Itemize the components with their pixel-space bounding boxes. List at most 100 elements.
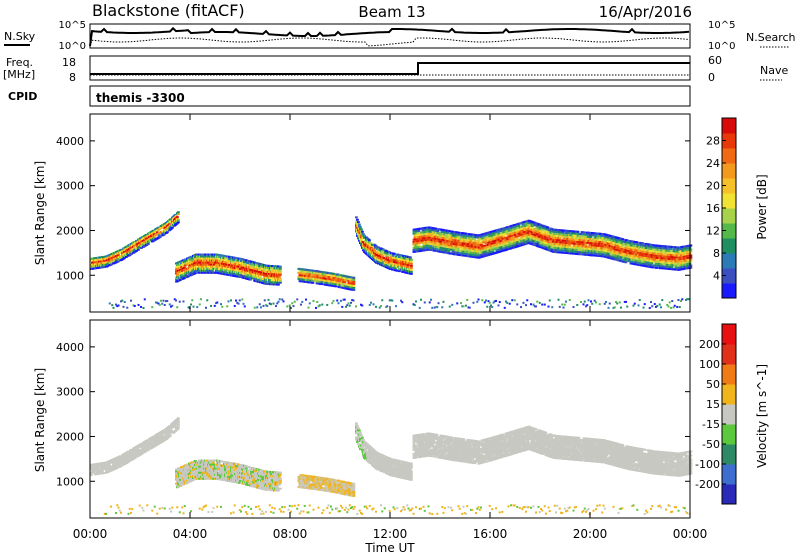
range-cell [393,252,396,255]
nsearch-series [89,37,690,47]
range-cell [189,258,192,261]
range-cell [216,261,219,264]
range-cell [356,218,359,221]
range-cell [312,299,315,302]
range-cell [207,261,210,264]
range-cell [307,269,311,272]
range-cell [233,304,236,307]
range-cell [163,303,166,306]
range-cell [242,264,245,267]
range-cell [179,268,182,271]
freq-tick-high: 18 [62,56,76,69]
range-cell [582,231,586,234]
range-cell [91,259,94,262]
range-cell [218,268,221,271]
range-cell [213,263,216,266]
range-cell [352,299,355,302]
range-cell [272,302,275,305]
range-cell [300,303,302,306]
range-cell [127,246,130,249]
range-cell [670,266,674,269]
range-cell [546,226,550,229]
range-cell [190,255,193,258]
range-cell [254,269,257,272]
range-cell [260,306,262,309]
range-cell [589,236,593,239]
range-cell [332,272,336,275]
range-cell [282,300,285,303]
range-cell [152,229,155,232]
cpid-label: CPID [8,90,37,103]
range-cell [240,260,243,263]
range-cell [441,306,444,309]
cpid-row: CPID themis -3300 [8,85,691,107]
range-cell [278,298,281,301]
range-cell [259,281,262,284]
range-cell [345,283,349,286]
range-cell [230,299,232,302]
range-cell [301,300,304,303]
range-cell [256,306,259,309]
range-cell [293,300,296,303]
range-cell [352,276,356,279]
range-cell [362,233,365,236]
range-cell [226,305,229,308]
freq-label: Freq. [6,56,33,69]
range-cell [206,257,209,260]
range-cell [221,305,224,308]
range-cell [171,220,174,223]
range-cell [208,267,211,270]
range-cell [121,299,124,302]
range-cell [588,237,592,240]
range-cell [355,305,357,308]
range-cell [360,234,363,237]
range-cell [183,266,186,269]
range-cell [435,248,439,251]
range-cell [245,263,248,266]
range-cell [327,274,331,277]
range-cell [415,300,417,303]
range-cell [486,305,489,308]
range-cell [269,277,272,280]
range-cell [410,266,413,269]
range-cell [216,267,219,270]
range-cell [217,270,220,273]
range-cell [410,262,413,265]
range-cell [102,258,105,261]
range-cell [110,263,113,266]
range-cell [240,272,243,275]
range-cell [395,305,397,308]
range-cell [103,259,106,262]
range-cell [231,272,234,275]
range-cell [275,271,278,274]
range-cell [218,256,221,259]
range-cell [362,241,365,244]
range-cell [300,276,304,279]
range-cell [211,257,214,260]
range-cell [158,303,161,306]
range-cell [196,306,199,309]
range-cell [133,241,136,244]
range-cell [206,253,209,256]
range-cell [378,254,381,257]
freq-tick-low: 8 [69,71,76,84]
range-cell [224,257,227,260]
range-cell [246,275,249,278]
range-cell [457,231,461,234]
range-cell [376,251,379,254]
range-cell [326,303,329,306]
range-cell [307,277,311,280]
range-cell [169,224,172,227]
range-cell [175,299,177,302]
range-cell [346,304,349,307]
range-cell [156,231,159,234]
range-cell [456,302,459,305]
range-cell [250,274,253,277]
range-cell [251,265,254,268]
range-cell [202,265,205,268]
range-cell [485,299,487,302]
range-cell [578,253,582,256]
range-cell [106,261,109,264]
nsearch-tick-low: 10^0 [708,41,735,52]
range-cell [121,252,124,255]
